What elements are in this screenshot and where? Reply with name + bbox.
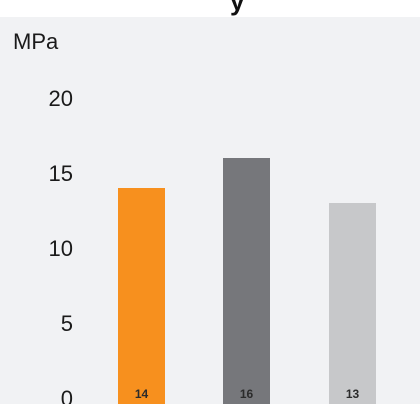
y-axis-ticks: 0 5 10 15 20	[49, 86, 73, 404]
bar-value-label-3: 13	[346, 387, 360, 401]
bars-group	[118, 158, 376, 404]
y-tick-label-0: 0	[61, 386, 73, 404]
y-tick-label-15: 15	[49, 161, 73, 186]
y-tick-label-20: 20	[49, 86, 73, 111]
bar-value-label-1: 14	[135, 387, 149, 401]
value-labels-group: 14 16 13	[135, 387, 360, 401]
chart-title-fragment: y	[230, 0, 245, 16]
bar-1	[118, 188, 165, 404]
bar-value-label-2: 16	[240, 387, 254, 401]
y-axis-unit-label: MPa	[13, 29, 59, 54]
bar-3	[329, 203, 376, 404]
y-tick-label-5: 5	[61, 311, 73, 336]
header-strip	[0, 0, 420, 17]
bar-2	[223, 158, 270, 404]
y-tick-label-10: 10	[49, 236, 73, 261]
